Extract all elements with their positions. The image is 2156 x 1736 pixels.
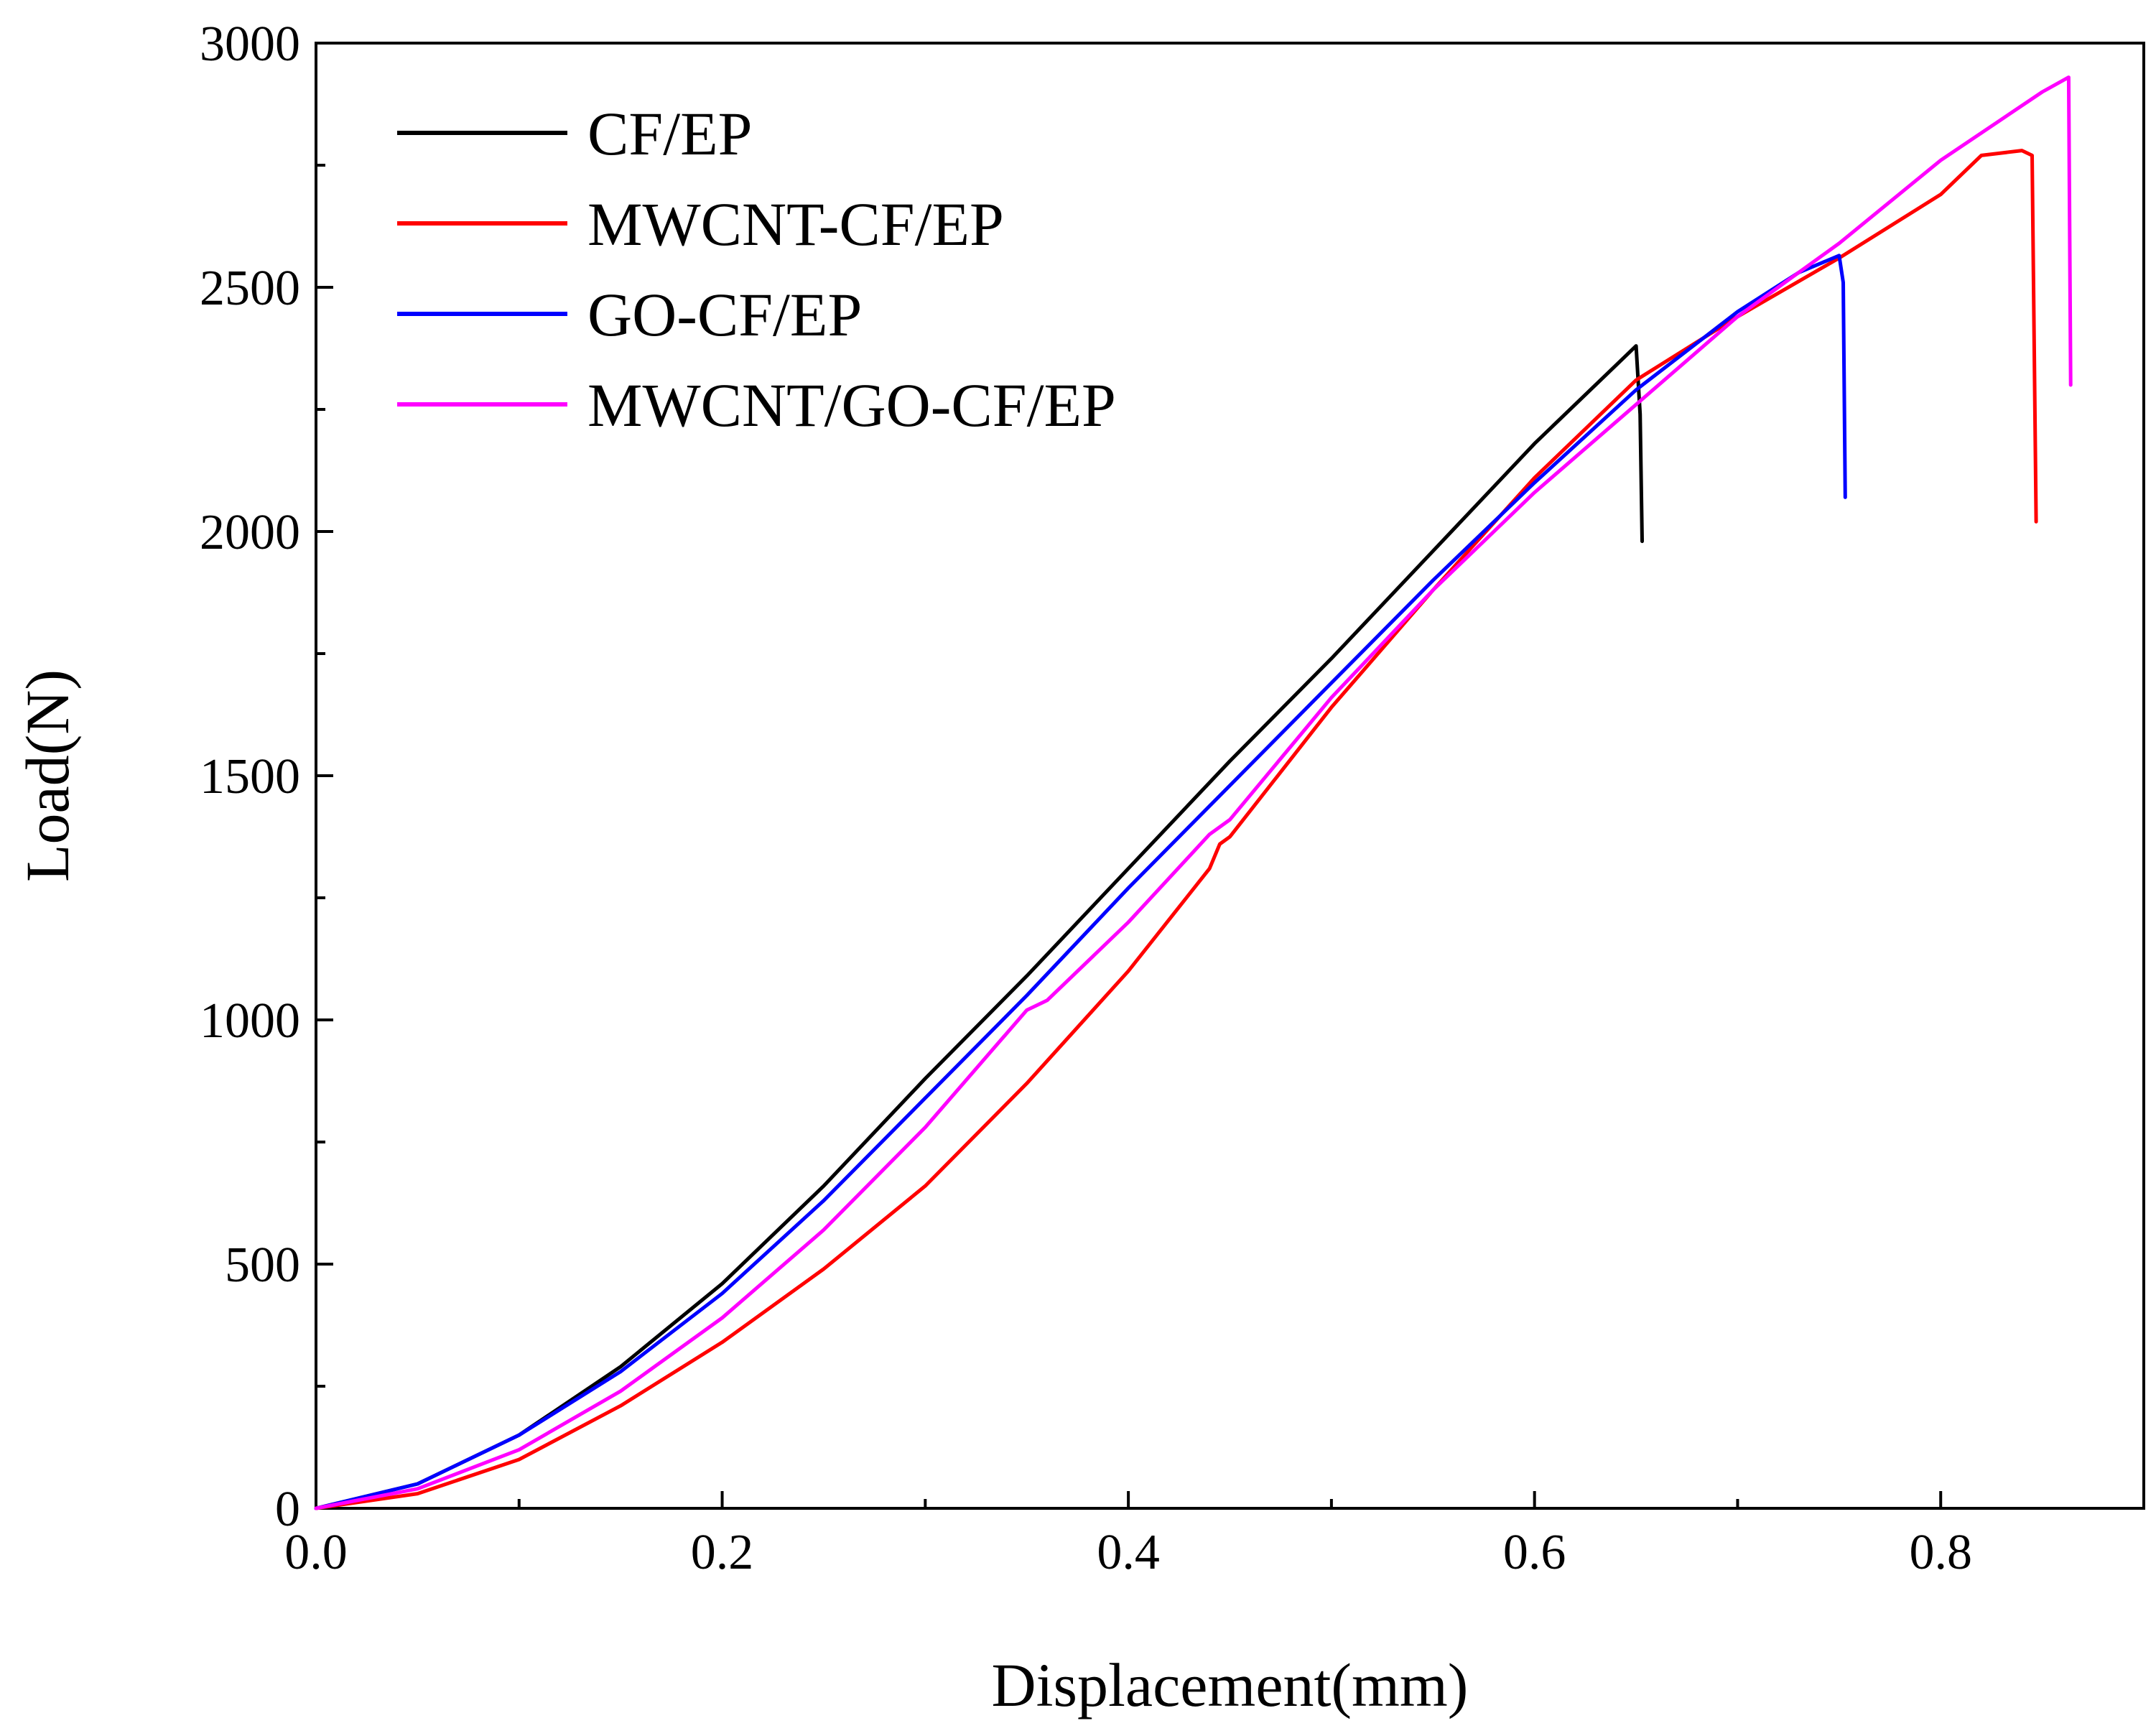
y-axis-ticks: 0 500 1000 1500 2000 2500 3000 (200, 17, 333, 1537)
x-tick-label: 0.0 (284, 1525, 348, 1580)
series-line (314, 344, 1644, 1510)
series-layer (314, 75, 2073, 1510)
y-tick-label: 2000 (200, 505, 300, 560)
y-tick-label: 500 (225, 1238, 300, 1293)
series-line (314, 254, 1847, 1510)
plot-area (315, 42, 2145, 1510)
legend: CF/EP MWCNT-CF/EP GO-CF/EP MWCNT/GO-CF/EP (397, 99, 1116, 440)
series-line (314, 75, 2073, 1510)
legend-label: GO-CF/EP (587, 280, 862, 349)
legend-label: CF/EP (587, 99, 752, 168)
x-tick-label: 0.2 (691, 1525, 754, 1580)
y-tick-label: 3000 (200, 17, 300, 72)
x-axis-ticks: 0.0 0.2 0.4 0.6 0.8 (284, 1491, 2145, 1580)
legend-label: MWCNT/GO-CF/EP (587, 371, 1116, 440)
y-axis-title: Load(N) (13, 669, 82, 882)
legend-label: MWCNT-CF/EP (587, 190, 1004, 259)
y-tick-label: 2500 (200, 261, 300, 316)
x-tick-label: 0.6 (1503, 1525, 1566, 1580)
x-axis-title: Displacement(mm) (992, 1651, 1469, 1719)
y-tick-label: 1000 (200, 993, 300, 1049)
y-tick-label: 1500 (200, 749, 300, 804)
series-line (314, 149, 2038, 1510)
plot-frame (315, 42, 2145, 1510)
x-tick-label: 0.8 (1909, 1525, 1972, 1580)
x-tick-label: 0.4 (1097, 1525, 1160, 1580)
y-tick-label: 0 (275, 1482, 300, 1537)
